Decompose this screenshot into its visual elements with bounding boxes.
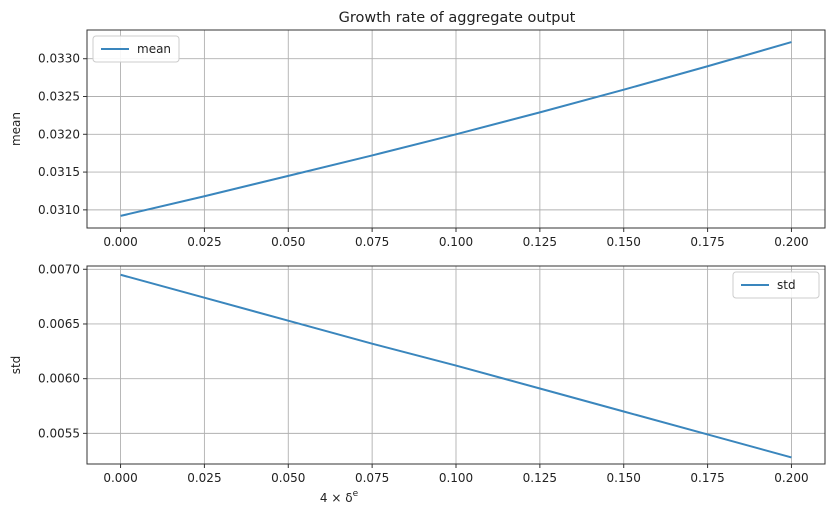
- chart-title: Growth rate of aggregate output: [339, 10, 576, 26]
- legend: mean: [92, 35, 180, 63]
- x-tick-label: 0.000: [103, 471, 137, 485]
- x-tick-label: 0.100: [439, 235, 473, 249]
- x-tick-label: 0.000: [103, 235, 137, 249]
- std-subplot: 0.000 0.025 0.050 0.075 0.100 0.125 0.150 0.175…: [9, 262, 826, 505]
- x-tick-label: 0.200: [774, 235, 808, 249]
- x-tick-label: 0.050: [271, 235, 305, 249]
- x-tick-label: 0.100: [439, 471, 473, 485]
- legend-label: std: [777, 278, 796, 292]
- x-axis-label-main: 4 × δ: [320, 491, 353, 505]
- x-tick-label: 0.175: [690, 235, 724, 249]
- x-axis-label: 4 × δe: [320, 489, 359, 505]
- x-tick-label: 0.175: [690, 471, 724, 485]
- x-tick-label: 0.075: [355, 471, 389, 485]
- y-tick-label: 0.0060: [38, 372, 80, 386]
- y-tick-label: 0.0310: [38, 203, 80, 217]
- y-tick-label: 0.0065: [38, 317, 80, 331]
- y-tick-label: 0.0325: [38, 90, 80, 104]
- y-tick-label: 0.0320: [38, 127, 80, 141]
- legend-label: mean: [137, 42, 171, 56]
- x-tick-label: 0.125: [523, 471, 557, 485]
- x-tick-label: 0.050: [271, 471, 305, 485]
- x-axis-label-superscript: e: [353, 489, 359, 499]
- axes-frame: [86, 265, 826, 465]
- y-tick-label: 0.0330: [38, 52, 80, 66]
- y-tick-label: 0.0315: [38, 165, 80, 179]
- y-tick-label: 0.0070: [38, 262, 80, 276]
- x-tick-label: 0.150: [607, 235, 641, 249]
- legend: std: [732, 271, 820, 299]
- y-axis-label: mean: [9, 112, 23, 146]
- mean-subplot: 0.000 0.025 0.050 0.075 0.100 0.125 0.150 0.175…: [9, 29, 826, 249]
- x-tick-label: 0.025: [187, 471, 221, 485]
- x-tick-label: 0.200: [774, 471, 808, 485]
- x-tick-label: 0.025: [187, 235, 221, 249]
- y-tick-label: 0.0055: [38, 426, 80, 440]
- x-tick-label: 0.125: [523, 235, 557, 249]
- y-axis-label: std: [9, 356, 23, 375]
- x-tick-label: 0.150: [607, 471, 641, 485]
- axes-frame: [86, 29, 826, 229]
- legend-box: [732, 271, 820, 299]
- legend-box: [92, 35, 180, 63]
- x-tick-label: 0.075: [355, 235, 389, 249]
